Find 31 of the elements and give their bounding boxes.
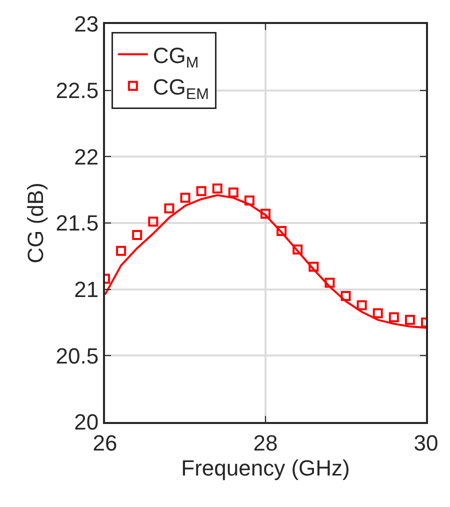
point (356, 300, 367, 310)
y-tick-label: 22 (74, 144, 99, 170)
point (164, 203, 174, 214)
point (372, 308, 383, 318)
y-tick-label: 20.5 (56, 343, 99, 368)
x-axis-title: Frequency (GHz) (181, 455, 350, 480)
point (292, 244, 303, 255)
point (244, 195, 254, 206)
point (212, 184, 222, 194)
point (132, 230, 142, 240)
legend-label: CG$_{EM}$ (152, 74, 210, 104)
point (308, 262, 319, 272)
y-tick-label: 22.5 (56, 78, 99, 104)
point (180, 192, 190, 203)
point (196, 186, 206, 196)
point (404, 314, 415, 325)
y-tick-label: 23 (74, 12, 99, 37)
point (260, 208, 270, 219)
x-tick-label: 28 (253, 430, 278, 456)
y-tick-label: 21.5 (56, 210, 99, 236)
y-axis-title: CG (dB) (23, 182, 48, 264)
point (324, 278, 335, 288)
point (148, 216, 158, 227)
point (340, 290, 351, 301)
point (276, 226, 287, 236)
point (388, 312, 399, 322)
x-tick-label: 30 (414, 430, 438, 456)
point (116, 246, 126, 256)
point (228, 187, 238, 198)
legend-label: CG$_{M}$ (152, 42, 199, 72)
y-tick-label: 21 (74, 277, 99, 302)
